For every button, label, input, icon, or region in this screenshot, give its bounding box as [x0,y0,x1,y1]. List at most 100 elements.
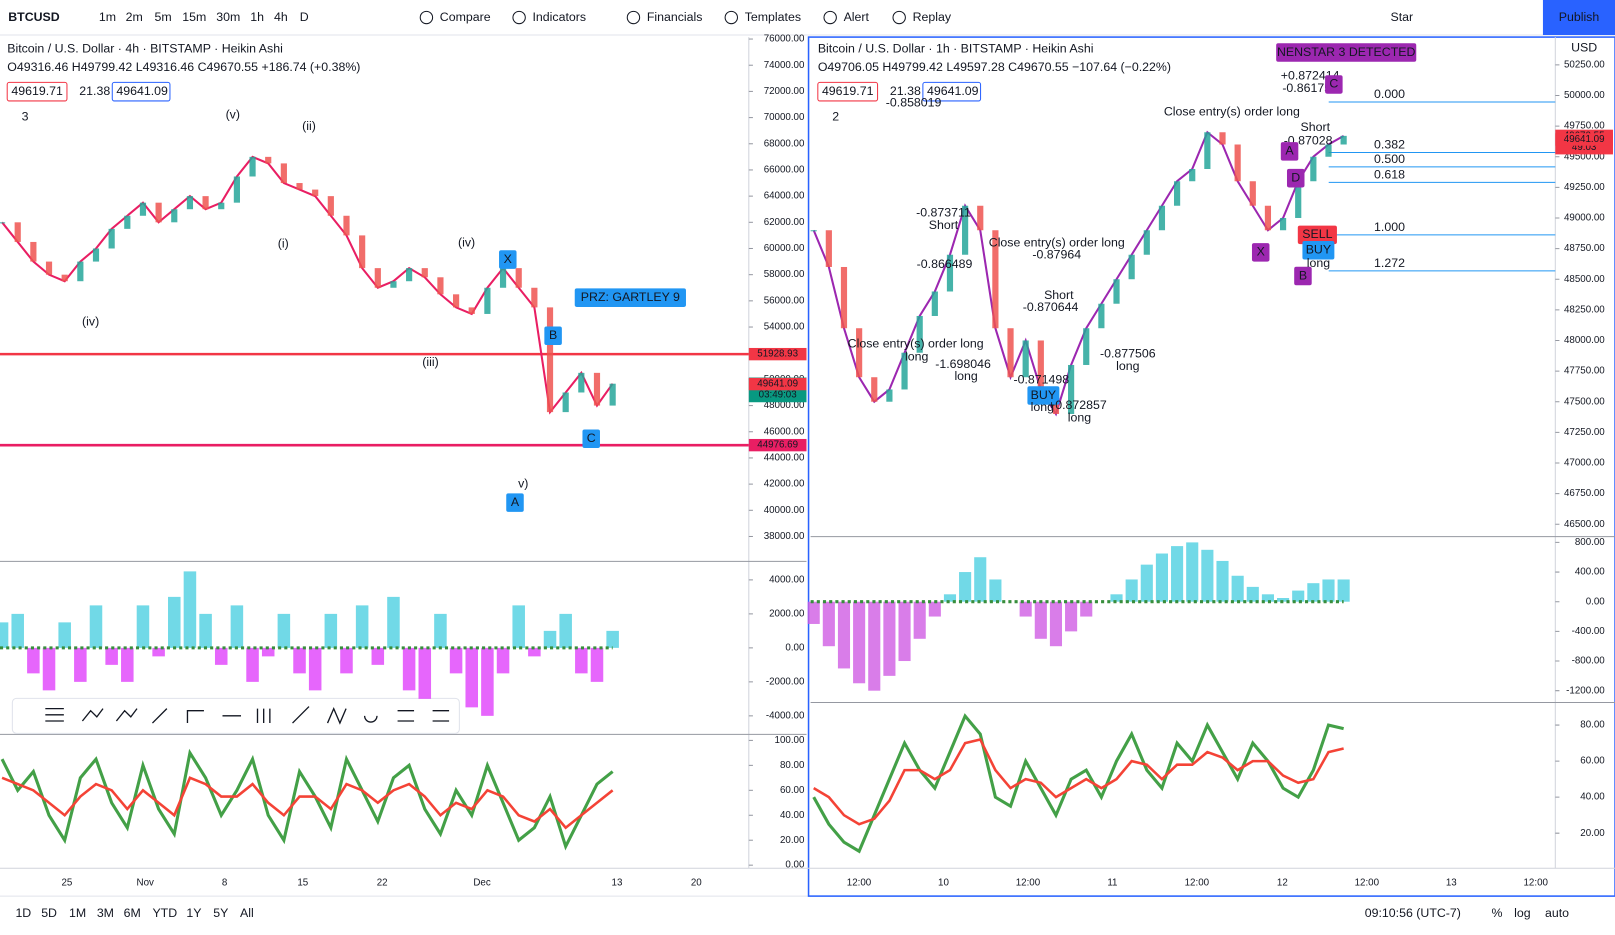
candle [312,189,319,197]
histogram-bar [1261,594,1274,602]
candle [1143,230,1150,255]
toolbar-button[interactable]: Alert [844,10,870,24]
y-tick-label: -1200.00 [1566,685,1605,696]
interval[interactable]: 30m [216,10,240,24]
fib-label: 0.382 [1374,138,1405,152]
y-tick-label: 46750.00 [1564,488,1605,499]
price-line-series [812,130,1345,417]
histogram-bar [1337,579,1350,602]
axis-option[interactable]: auto [1545,906,1569,920]
annotation: long [954,369,977,383]
stoch-line [0,748,614,851]
histogram-bar [402,647,416,691]
button-icon [724,10,738,25]
y-tick-label: -800.00 [1572,656,1606,667]
x-tick-label: 11 [1107,877,1117,888]
candle [280,163,287,184]
publish-button[interactable] [1542,0,1615,36]
publish-label[interactable]: Publish [1559,10,1600,24]
candle [886,389,893,402]
interval[interactable]: 4h [274,10,288,24]
candle [124,215,131,229]
y-tick-label: 50000.00 [1564,90,1605,101]
range-button[interactable]: 3M [97,906,114,920]
histogram-bar [387,596,400,648]
histogram-bar [559,613,572,648]
collapse-count[interactable]: 2 [832,110,839,124]
y-tick-label: 0.00 [785,860,805,871]
candle [499,268,507,288]
axis-option[interactable]: % [1491,906,1502,920]
range-button[interactable]: 5Y [213,906,228,920]
y-tick-label: 60.00 [780,785,805,796]
interval[interactable]: 2m [126,10,143,24]
histogram-bar [246,647,259,682]
interval[interactable]: 1m [99,10,116,24]
price-tag-label: 44976.69 [757,440,798,451]
annotation: -0.858019 [886,95,942,109]
x-tick-label: 22 [377,877,388,888]
interval[interactable]: 1h [250,10,264,24]
range-button[interactable]: 6M [124,906,141,920]
histogram-bar [898,601,911,662]
y-tick-label: 50250.00 [1564,59,1605,70]
y-tick-label: 80.00 [780,760,805,771]
range-button[interactable]: 1Y [186,906,201,920]
annotation: -1.698046 [935,357,991,371]
interval[interactable]: 5m [155,10,172,24]
histogram-bar [74,647,87,682]
candle [390,281,397,288]
star-button[interactable]: Star [1391,10,1414,24]
y-tick-label: 20.00 [780,835,805,846]
annotation: (i) [278,236,289,250]
y-tick-label: 58000.00 [764,269,805,280]
range-button[interactable]: 5D [41,906,57,920]
y-tick-label: 60000.00 [764,243,805,254]
annotation: C [587,431,596,445]
candle [1234,144,1241,182]
candle [609,383,616,406]
annotation: (v) [226,108,240,122]
histogram-bar [1034,601,1047,639]
badge: 21.38 [890,84,921,98]
toolbar-button[interactable]: Indicators [533,10,587,24]
y-tick-label: 48750.00 [1564,243,1605,254]
candle [1128,254,1135,280]
collapse-count[interactable]: 3 [22,110,29,124]
interval[interactable]: D [300,10,309,24]
candle [77,261,84,282]
ohlc: O49316.46 H49799.42 L49316.46 C49670.55 … [7,60,360,74]
currency[interactable]: USD [1571,41,1597,55]
histogram-bar [837,601,851,669]
badge: 49619.71 [822,84,874,98]
symbol[interactable]: BTCUSD [8,10,60,24]
toolbar-button[interactable]: Templates [745,10,801,24]
drawing-toolbar [11,697,460,734]
range-button[interactable]: 1D [15,906,31,920]
y-tick-label: 56000.00 [764,295,805,306]
range-button[interactable]: YTD [152,906,177,920]
annotation: -0.861759 [1282,81,1338,95]
axis-option[interactable]: log [1514,906,1531,920]
toolbar-button[interactable]: Replay [913,10,952,24]
histogram-bar [89,605,103,648]
annotation: BUY [1306,243,1331,257]
toolbar-button[interactable]: Compare [440,10,491,24]
annotation: -0.87964 [1032,248,1081,262]
range-button[interactable]: 1M [69,906,86,920]
histogram-bar [152,647,165,657]
histogram-bar [590,647,604,682]
y-tick-label: 54000.00 [764,322,805,333]
toolbar [0,0,1615,36]
interval[interactable]: 15m [182,10,206,24]
annotation: -0.871498 [1013,372,1069,386]
histogram-bar [121,647,134,682]
annotation: v) [518,476,528,490]
toolbar-button[interactable]: Financials [647,10,703,24]
x-tick-label: 10 [938,877,949,888]
fib-label: 0.000 [1374,87,1405,101]
range-button[interactable]: All [240,906,254,920]
histogram-bar [512,605,525,648]
annotation-box [1325,75,1343,94]
